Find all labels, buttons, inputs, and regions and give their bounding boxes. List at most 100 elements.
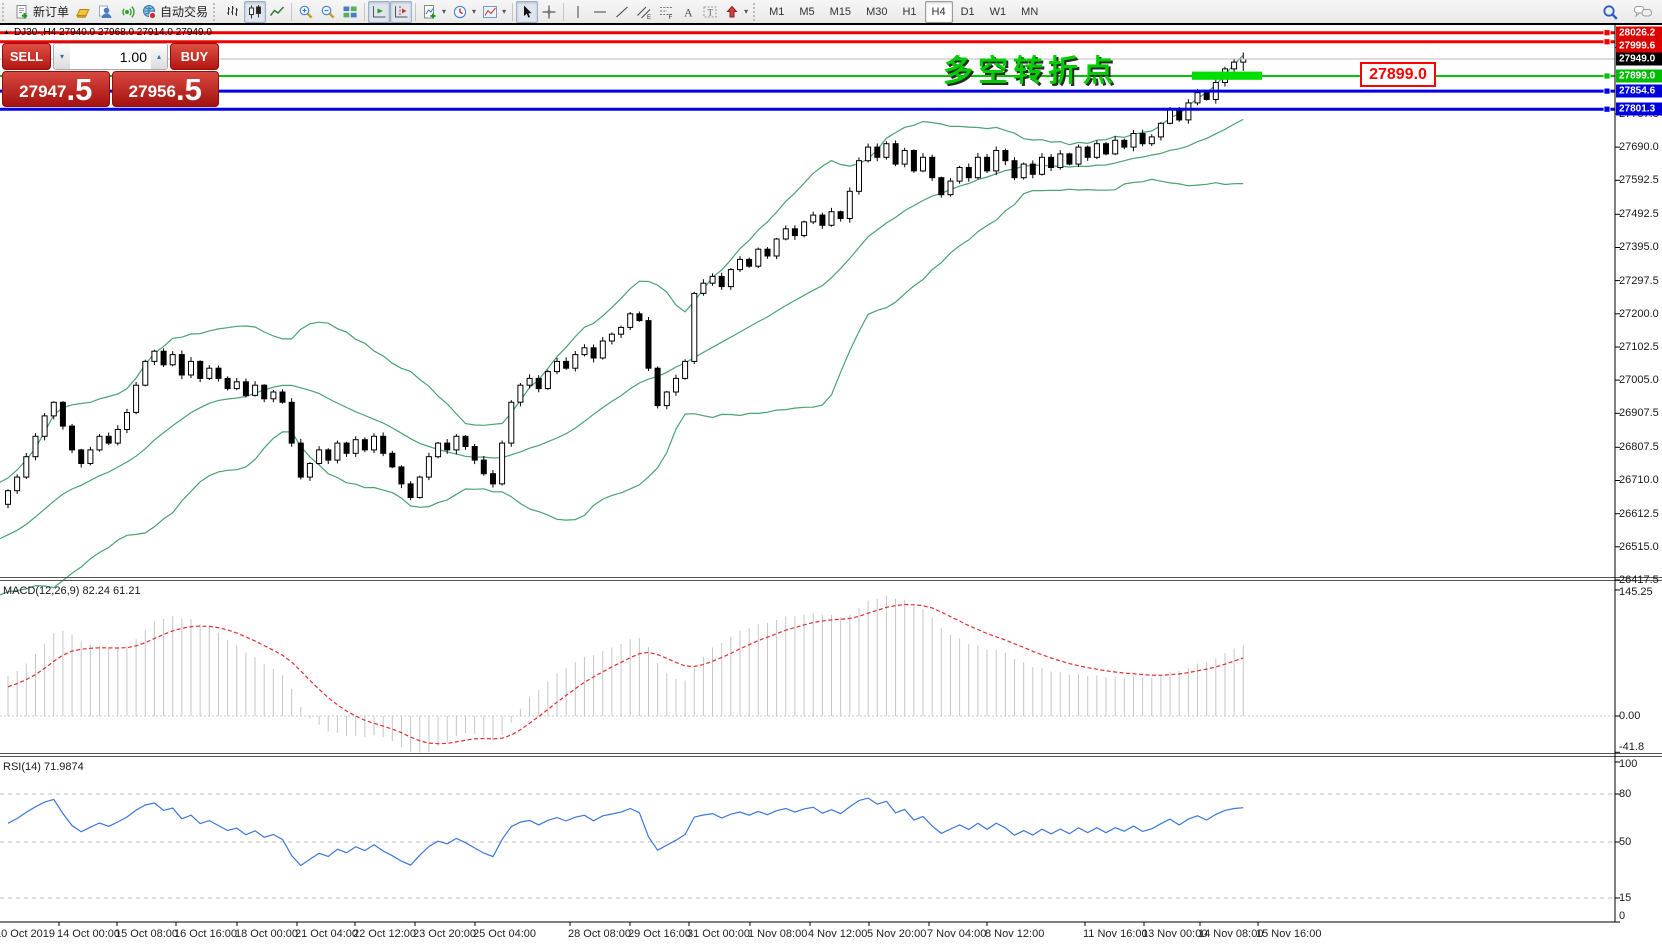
text-label-button[interactable]: T (699, 1, 721, 23)
price-axis-badge: 28026.2 (1616, 26, 1662, 40)
buy-button[interactable]: BUY (170, 43, 219, 70)
toolbar-grip (753, 2, 760, 21)
account-button[interactable] (94, 1, 116, 23)
price-axis-tick: 27297.5 (1619, 274, 1659, 287)
timeframe-button-h4[interactable]: H4 (924, 0, 953, 23)
candlestick-chart-button[interactable] (244, 0, 267, 23)
horizontal-line-icon (592, 4, 608, 20)
periods-button[interactable]: ▾ (449, 1, 479, 23)
svg-text:F: F (669, 15, 673, 20)
price-axis-badge: 27999.6 (1616, 39, 1662, 53)
price-axis-badge: 27949.0 (1616, 52, 1662, 66)
chart-frame (0, 24, 1662, 926)
trendline-button[interactable] (611, 1, 633, 23)
tile-windows-button[interactable] (339, 1, 361, 23)
price-axis-tick: 26807.5 (1619, 441, 1659, 454)
toolbar-separator (364, 2, 366, 21)
auto-trading-button[interactable]: 自动交易 (138, 1, 211, 23)
chart-canvas[interactable] (0, 24, 1662, 948)
arrows-button[interactable]: ▾ (721, 1, 751, 23)
time-axis-label: 16 Oct 16:00 (174, 928, 237, 940)
collapse-panel-arrow[interactable]: ▲ (3, 29, 10, 36)
time-axis-label: 7 Nov 04:00 (927, 928, 987, 940)
zoom-in-icon (298, 4, 314, 20)
chart-shift-button[interactable] (390, 0, 413, 23)
timeframe-button-w1[interactable]: W1 (989, 5, 1007, 18)
crosshair-button[interactable] (538, 1, 560, 23)
new-order-label: 新订单 (33, 5, 70, 19)
volume-input[interactable] (70, 44, 151, 69)
price-axis-badge: 27899.0 (1616, 69, 1662, 83)
chat-button[interactable] (1630, 1, 1656, 23)
price-axis-tick: 27492.5 (1619, 208, 1659, 221)
line-chart-icon (269, 4, 285, 20)
sell-price-box[interactable]: 27947 .5 (2, 71, 110, 107)
buy-price-box[interactable]: 27956 .5 (111, 71, 219, 107)
timeframe-button-m15[interactable]: M15 (829, 5, 852, 18)
vertical-line-icon (570, 4, 586, 20)
timeframe-button-m1[interactable]: M1 (769, 5, 785, 18)
time-axis-label: 4 Nov 12:00 (808, 928, 868, 940)
line-chart-button[interactable] (266, 1, 288, 23)
timeframe-button-mn[interactable]: MN (1021, 5, 1039, 18)
indicators-icon (422, 4, 438, 20)
rsi-axis-tick: 50 (1619, 836, 1632, 848)
time-axis-label: 14 Nov 08:00 (1198, 928, 1264, 940)
chart-annotation-text[interactable]: 多空转折点 (943, 55, 1118, 88)
timeframe-button-h1[interactable]: H1 (902, 5, 917, 18)
horizontal-line-button[interactable] (589, 1, 611, 23)
sell-price-main: 27947 (19, 82, 67, 101)
rsi-pane (0, 793, 1615, 899)
chart-shift-icon (393, 4, 409, 20)
time-axis-label: 31 Oct 00:00 (687, 928, 750, 940)
sell-price-frac: .5 (66, 72, 93, 107)
volume-decrease-button[interactable]: ▾ (54, 44, 70, 69)
rsi-axis-tick: 100 (1619, 758, 1638, 770)
sell-button[interactable]: SELL (2, 43, 51, 70)
signal-icon (119, 4, 135, 20)
zoom-out-icon (320, 4, 336, 20)
chat-icon (1633, 4, 1653, 20)
fibonacci-button[interactable]: F (655, 1, 677, 23)
macd-axis-tick: 145.25 (1619, 586, 1653, 598)
time-axis-label: 1 Nov 08:00 (748, 928, 808, 940)
gold-ingot-button[interactable] (72, 1, 94, 23)
fibonacci-icon: F (658, 4, 674, 20)
time-axis-label: 25 Oct 04:00 (473, 928, 536, 940)
time-axis-label: 11 Nov 16:00 (1083, 928, 1148, 940)
signals-button[interactable] (116, 1, 138, 23)
timeframe-button-d1[interactable]: D1 (960, 5, 975, 18)
indicators-button[interactable]: ▾ (419, 1, 449, 23)
templates-button[interactable]: ▾ (479, 1, 509, 23)
channel-button[interactable]: E (633, 1, 655, 23)
vertical-line-button[interactable] (567, 1, 589, 23)
time-axis-label: 28 Oct 08:00 (568, 928, 631, 940)
gold-ingot-icon (75, 4, 91, 20)
macd-axis-tick: 0.00 (1619, 710, 1641, 722)
new-order-button[interactable]: 新订单 (11, 1, 72, 23)
auto-scroll-button[interactable] (368, 0, 391, 23)
pane-separators[interactable] (0, 577, 1662, 757)
text-label-icon: T (702, 4, 718, 20)
text-button[interactable]: A (677, 1, 699, 23)
volume-group: ▾ ▴ (53, 43, 168, 70)
search-button[interactable] (1599, 1, 1622, 23)
time-axis-label: 8 Nov 12:00 (985, 928, 1045, 940)
dropdown-caret-icon: ▾ (472, 7, 477, 16)
auto-scroll-icon (371, 4, 387, 20)
zoom-out-button[interactable] (317, 1, 339, 23)
macd-pane (0, 595, 1615, 753)
timeframe-button-m5[interactable]: M5 (799, 5, 815, 18)
toolbar-separator (512, 2, 514, 21)
horizontal-line-objects[interactable] (0, 29, 1615, 113)
toolbar-grip (2, 2, 9, 21)
timeframe-button-m30[interactable]: M30 (866, 5, 888, 18)
zoom-in-button[interactable] (295, 1, 317, 23)
candles (5, 52, 1247, 509)
cursor-button[interactable] (516, 0, 539, 23)
volume-increase-button[interactable]: ▴ (151, 44, 167, 69)
bar-chart-button[interactable] (222, 1, 244, 23)
price-tag-label[interactable]: 27899.0 (1360, 62, 1436, 87)
highlight-rectangle-object[interactable] (1192, 71, 1262, 80)
